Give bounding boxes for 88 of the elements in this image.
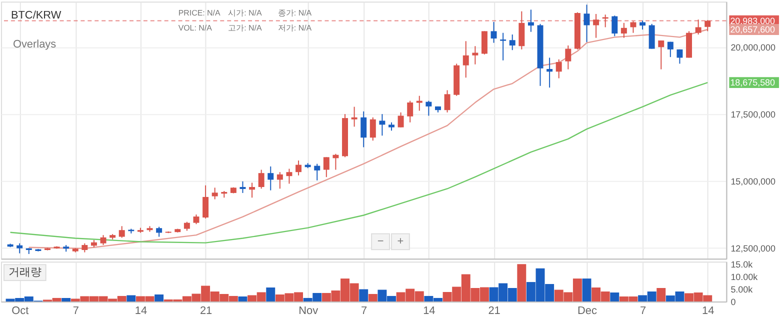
text: BTC/KRW <box>10 10 62 22</box>
annotation: 18,675,580 <box>730 78 776 88</box>
x-tick-label: Oct <box>12 304 29 317</box>
candlestick <box>676 48 683 64</box>
bar <box>266 288 276 302</box>
bar <box>126 295 136 302</box>
candlestick <box>612 15 618 37</box>
candlestick <box>351 106 358 128</box>
y-tick-label: 12,500,000 <box>730 243 776 254</box>
x-tick-label: 14 <box>423 304 436 317</box>
candlestick <box>212 187 218 200</box>
y-tick-label: 15,000,000 <box>730 176 776 186</box>
line-series <box>10 82 708 244</box>
candlestick <box>565 44 572 70</box>
annotation: PRICE: N/A <box>178 8 221 18</box>
x-tick-label: Dec <box>578 304 598 317</box>
bar <box>359 289 368 302</box>
x-tick-label: 21 <box>200 304 212 317</box>
candlestick <box>314 163 320 181</box>
candlestick <box>426 100 432 116</box>
candlestick <box>407 100 414 123</box>
bar <box>368 294 378 302</box>
candlestick <box>323 156 330 178</box>
bar <box>154 294 164 302</box>
x-tick-label: 14 <box>134 304 148 317</box>
candlestick <box>193 214 200 225</box>
annotation: Overlays <box>12 38 57 50</box>
y-tick-label: 15.0k <box>730 260 754 270</box>
annotation: 저가: N/A <box>278 23 312 32</box>
candlestick <box>276 172 283 190</box>
candlestick <box>546 57 553 88</box>
candlestick <box>472 46 478 65</box>
candlestick <box>379 114 386 136</box>
candlestick <box>398 112 404 128</box>
candlestick <box>268 166 274 191</box>
annotation: + <box>397 236 404 248</box>
annotation: 종가: N/A <box>278 8 312 18</box>
x-tick-label: 14 <box>702 304 714 317</box>
annotation: 거래량 <box>8 266 42 279</box>
bar <box>62 298 71 302</box>
candlestick <box>584 4 590 43</box>
candlestick <box>500 32 506 61</box>
x-tick-label: 7 <box>640 304 646 317</box>
ref-line-label: 20,983,000 <box>730 16 776 26</box>
candlestick <box>249 182 256 198</box>
candlestick <box>296 160 302 176</box>
candlestick <box>258 169 264 190</box>
bar <box>582 278 592 302</box>
candlestick <box>444 90 450 113</box>
candlestick <box>360 110 367 148</box>
y-tick-label: 17,500,000 <box>730 110 776 120</box>
candlestick <box>416 95 422 112</box>
candlestick <box>481 30 488 55</box>
annotation: VOL: N/A <box>178 23 213 32</box>
candlestick <box>370 116 376 142</box>
x-tick-label: 21 <box>488 304 500 317</box>
candlestick <box>462 40 469 78</box>
candlestick <box>118 226 125 238</box>
candlestick <box>556 58 562 79</box>
candlestick <box>490 21 497 44</box>
x-tick-label: 7 <box>361 304 368 317</box>
bar <box>517 264 526 302</box>
bar <box>610 292 620 302</box>
candlestick <box>100 234 106 246</box>
bar <box>656 288 666 302</box>
candlestick <box>620 22 627 38</box>
candlestick <box>528 9 534 32</box>
candlestick <box>648 23 655 50</box>
bar <box>238 296 248 302</box>
candlestick <box>286 168 292 184</box>
x-tick-label: Nov <box>298 304 319 317</box>
y-tick-label: 20,000,000 <box>730 42 776 53</box>
annotation: − <box>377 236 384 248</box>
annotation: 시가: N/A <box>228 8 262 18</box>
candlestick <box>202 184 209 220</box>
candlestick <box>156 226 162 238</box>
candlestick <box>16 242 23 254</box>
annotation: 20,657,600 <box>730 24 776 34</box>
y-tick-label: 5.00k <box>730 284 754 294</box>
candlestick <box>658 40 664 70</box>
x-tick-label: 7 <box>72 304 79 317</box>
candlestick <box>332 153 339 170</box>
y-tick-label: 10.00k <box>730 272 758 282</box>
y-tick-label: 0 <box>730 296 736 307</box>
candlestick <box>240 180 246 194</box>
annotation: 고가: N/A <box>228 23 262 32</box>
candlestick <box>667 41 674 58</box>
candlestick <box>509 34 516 51</box>
